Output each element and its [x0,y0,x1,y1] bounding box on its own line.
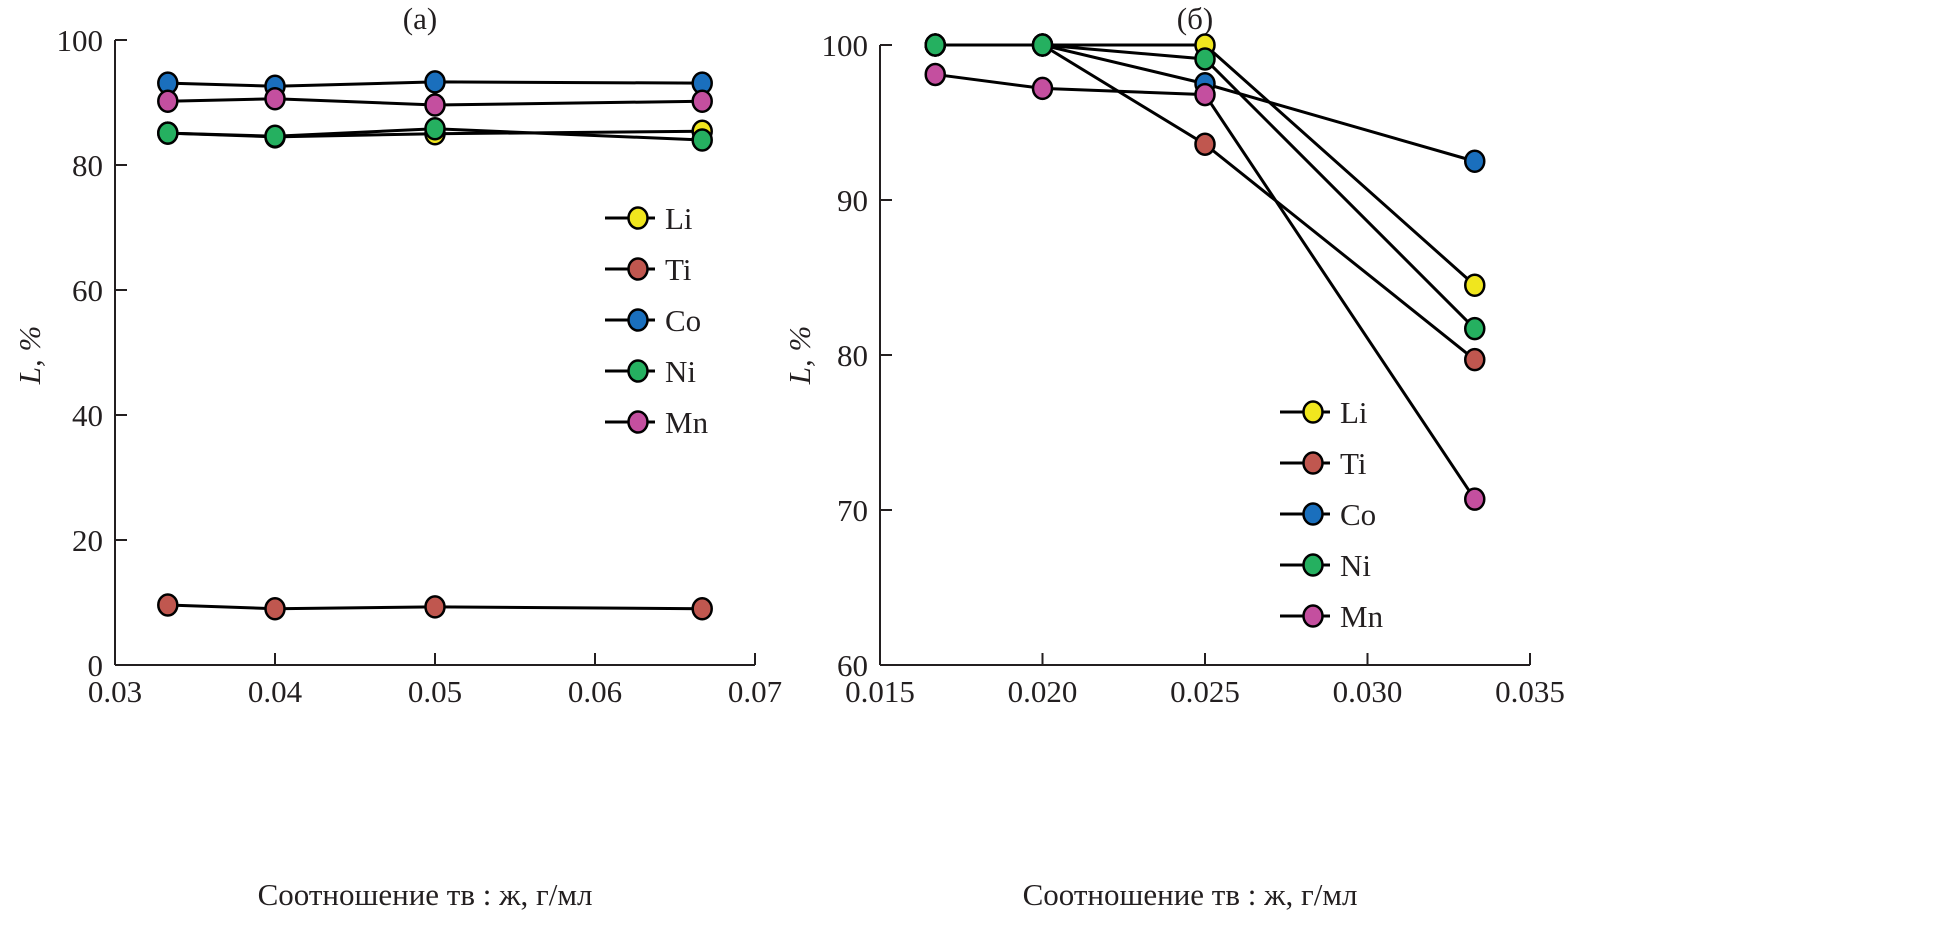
data-point-Ni [1464,316,1486,341]
legend-marker-Ti [627,257,649,281]
legend-marker-Ti [1302,451,1324,475]
chart-panel-0: (a) 0 20 40 60 80 100 0.03 0.04 0.05 0.06 0.07 Соотн… [12,1,782,912]
data-point-Mn [1194,82,1216,107]
y-tick-label: 100 [822,28,869,63]
legend-marker-Li [627,206,649,230]
x-tick-label: 0.04 [248,674,303,709]
x-axis-label: Соотношение тв : ж, г/мл [1023,877,1358,912]
x-tick-label: 0.06 [568,674,622,709]
series-line-Mn [167,97,703,107]
x-axis-label: Соотношение тв : ж, г/мл [258,877,593,912]
data-point-Ni [1194,47,1216,71]
data-point-Ti [264,597,286,621]
x-tick-label: 0.03 [88,674,142,709]
data-point-Ti [1464,347,1486,372]
legend-marker-Mn [1302,604,1324,628]
x-tick-label: 0.035 [1495,674,1565,709]
legend-marker-Ni [627,359,649,383]
chart-title: (б) [1177,1,1213,36]
y-tick-label: 70 [837,493,868,528]
legend-marker-Co [1302,502,1324,526]
y-tick-label: 60 [837,648,868,683]
data-point-Mn [691,89,713,113]
chart-title: (a) [403,1,437,36]
data-point-Ti [157,593,179,617]
y-tick-label: 80 [72,148,103,183]
legend-marker-Ni [1302,553,1324,577]
series-line-Ti [167,603,703,611]
y-tick-label: 100 [57,23,104,58]
y-tick-label: 60 [72,273,103,308]
data-point-Ni [691,128,713,152]
data-point-Ti [424,595,446,619]
chart-panel-1: (б) 60 70 80 90 100 0.015 0.020 0.025 0.030 0.035 С… [782,1,1565,912]
data-point-Mn [1464,487,1486,511]
data-point-Mn [1031,76,1054,101]
legend-label-Co: Co [665,303,701,338]
series-line-Co [167,80,703,88]
legend-label-Co: Co [1340,497,1376,532]
x-tick-label: 0.025 [1170,674,1240,709]
data-point-Co [1464,149,1486,173]
y-tick-label: 20 [72,523,103,558]
data-point-Mn [157,89,179,113]
data-point-Ni [157,121,179,145]
y-axis-label: L, % [782,326,817,386]
series-line-Mn [935,72,1476,500]
y-tick-label: 40 [72,398,103,433]
y-tick-label: 80 [837,338,868,373]
data-point-Ti [691,597,713,621]
data-point-Ti [1194,132,1216,156]
series-line-Ni [935,43,1476,330]
legend-label-Li: Li [665,201,693,236]
legend-label-Ti: Ti [665,252,692,287]
data-point-Ni [264,124,286,148]
y-tick-label: 90 [837,183,868,218]
data-point-Li [1464,273,1486,297]
series-line-Ni [167,127,703,142]
y-axis-label: L, % [12,326,47,386]
y-tick-label: 0 [88,648,104,683]
x-tick-label: 0.07 [728,674,782,709]
legend-marker-Mn [627,410,649,434]
data-point-Mn [424,93,446,117]
legend-marker-Li [1302,400,1324,424]
legend-label-Ti: Ti [1340,446,1367,481]
data-point-Ni [424,117,446,141]
data-point-Mn [264,87,286,111]
legend-label-Mn: Mn [665,405,709,440]
x-tick-label: 0.030 [1333,674,1403,709]
legend-label-Ni: Ni [665,354,696,389]
legend-label-Ni: Ni [1340,548,1371,583]
data-point-Ni [924,33,946,57]
data-point-Mn [924,62,946,87]
legend-label-Li: Li [1340,395,1368,430]
legend-marker-Co [627,308,649,332]
x-tick-label: 0.020 [1008,674,1078,709]
data-point-Co [424,70,446,94]
data-point-Ni [1031,33,1054,57]
x-tick-label: 0.05 [408,674,462,709]
legend-label-Mn: Mn [1340,599,1384,634]
x-tick-label: 0.015 [845,674,915,709]
